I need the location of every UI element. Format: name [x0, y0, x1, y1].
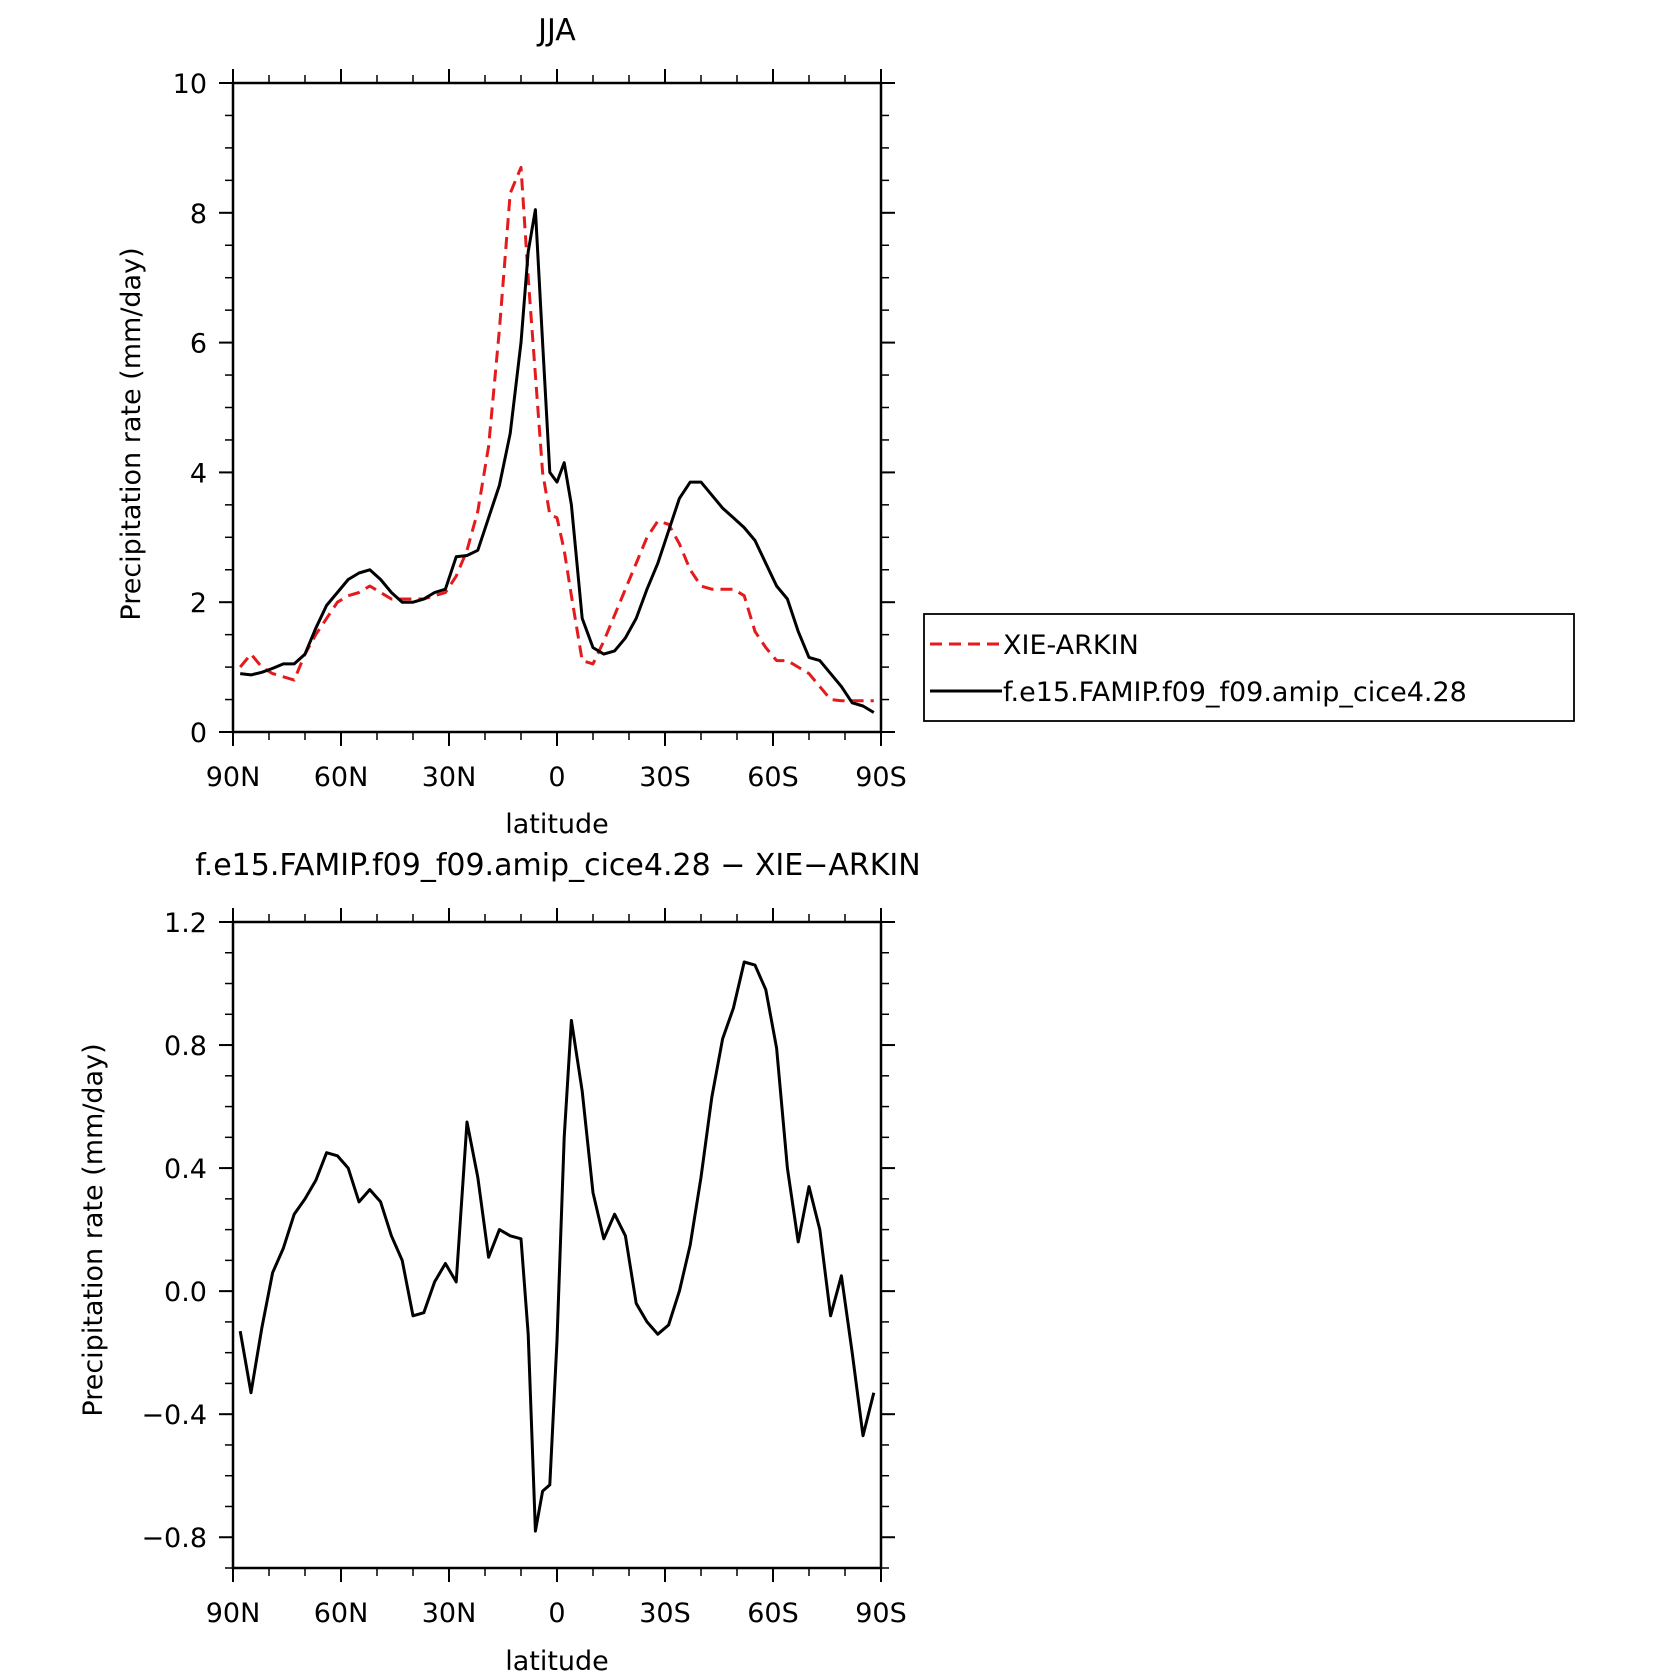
y-tick-label: 2 — [190, 588, 207, 619]
x-tick-label: 0 — [548, 762, 565, 793]
y-tick-labels: 0 2 4 6 8 10 — [173, 69, 207, 749]
legend-label-xie-arkin: XIE-ARKIN — [1003, 630, 1139, 661]
y-tick-label: 1.2 — [164, 908, 207, 939]
data-lines — [238, 960, 876, 1533]
y-tick-label: 0.0 — [164, 1277, 207, 1308]
x-tick-label: 90N — [206, 1598, 261, 1629]
series-line-model — [240, 208, 875, 714]
x-axis-label: latitude — [505, 809, 609, 840]
x-tick-label: 30N — [422, 762, 477, 793]
y-tick-label: −0.8 — [141, 1523, 207, 1554]
x-tick-label: 0 — [548, 1598, 565, 1629]
y-tick-label: 4 — [190, 458, 207, 489]
data-lines — [239, 165, 875, 714]
legend-label-model: f.e15.FAMIP.f09_f09.amip_cice4.28 — [1003, 677, 1467, 708]
series-line-xie-arkin — [239, 165, 874, 703]
tick-marks — [219, 908, 895, 1582]
x-tick-label: 90N — [206, 762, 261, 793]
x-tick-label: 90S — [855, 1598, 907, 1629]
y-tick-label: 6 — [190, 329, 207, 360]
x-tick-label: 30N — [422, 1598, 477, 1629]
y-tick-label: −0.4 — [141, 1400, 207, 1431]
y-tick-label: 8 — [190, 199, 207, 230]
y-tick-label: 0.4 — [164, 1154, 207, 1185]
panel-title: f.e15.FAMIP.f09_f09.amip_cice4.28 − XIE−… — [195, 848, 920, 883]
x-tick-label: 30S — [639, 1598, 691, 1629]
x-tick-labels: 90N 60N 30N 0 30S 60S 90S — [206, 762, 907, 793]
legend: XIE-ARKIN f.e15.FAMIP.f09_f09.amip_cice4… — [923, 613, 1575, 722]
y-axis-label: Precipitation rate (mm/day) — [116, 247, 147, 620]
series-line-difference — [238, 960, 876, 1533]
y-tick-labels: −0.8 −0.4 0.0 0.4 0.8 1.2 — [141, 908, 207, 1554]
x-tick-label: 90S — [855, 762, 907, 793]
y-tick-label: 0 — [190, 718, 207, 749]
x-tick-label: 30S — [639, 762, 691, 793]
x-axis-label: latitude — [505, 1646, 609, 1677]
panel-difference: f.e15.FAMIP.f09_f09.amip_cice4.28 − XIE−… — [78, 848, 921, 1677]
x-tick-label: 60N — [314, 1598, 369, 1629]
x-tick-label: 60S — [747, 762, 799, 793]
tick-marks — [219, 69, 895, 746]
x-tick-labels: 90N 60N 30N 0 30S 60S 90S — [206, 1598, 907, 1629]
plot-frame — [231, 81, 883, 734]
y-tick-label: 0.8 — [164, 1031, 207, 1062]
panel-title: JJA — [536, 13, 576, 48]
x-tick-label: 60S — [747, 1598, 799, 1629]
x-tick-label: 60N — [314, 762, 369, 793]
panel-jja: JJA Precipitation rate (mm/day) latitude… — [116, 13, 1575, 840]
y-tick-label: 10 — [173, 69, 207, 100]
plot-frame — [231, 920, 883, 1570]
y-axis-label: Precipitation rate (mm/day) — [78, 1043, 109, 1416]
legend-box — [923, 613, 1575, 722]
